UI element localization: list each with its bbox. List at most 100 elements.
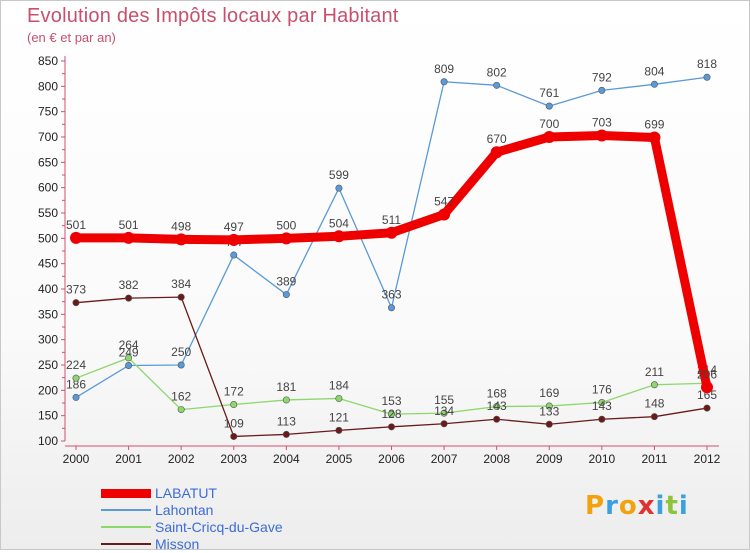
x-tick-label: 2008 [483, 452, 510, 466]
legend-swatch [101, 488, 151, 498]
data-point-labatut [543, 131, 556, 143]
data-label-labatut: 547 [434, 195, 454, 209]
data-point-labatut [70, 231, 82, 244]
data-label-lahontan: 599 [329, 168, 349, 182]
data-point-lahontan [493, 81, 501, 89]
y-tick-label: 300 [38, 333, 58, 347]
data-point-lahontan [335, 184, 343, 192]
data-point-misson [177, 293, 185, 301]
data-label-labatut: 500 [276, 218, 296, 232]
data-point-saint-cricq-du-gave [545, 402, 553, 410]
data-point-labatut [490, 146, 503, 159]
y-tick-label: 600 [38, 181, 58, 195]
y-tick-label: 850 [38, 54, 58, 68]
y-tick-label: 250 [38, 358, 58, 372]
data-label-labatut: 511 [382, 213, 401, 227]
data-label-labatut: 497 [224, 220, 244, 234]
data-label-labatut: 206 [697, 367, 717, 381]
data-label-labatut: 498 [171, 219, 191, 233]
data-point-misson [493, 415, 501, 423]
x-tick-label: 2003 [220, 452, 247, 466]
y-tick-label: 550 [38, 206, 58, 220]
x-tick-label: 2012 [694, 452, 721, 466]
data-point-labatut [122, 231, 135, 244]
data-label-misson: 148 [644, 397, 664, 411]
logo-letter: o [618, 491, 638, 521]
y-tick-label: 150 [38, 409, 58, 423]
x-tick-label: 2006 [378, 452, 405, 466]
data-point-misson [72, 299, 80, 307]
data-point-labatut [595, 129, 608, 142]
data-label-lahontan: 186 [66, 377, 86, 391]
data-point-saint-cricq-du-gave [387, 410, 395, 418]
logo-letter: i [655, 491, 666, 521]
x-tick-label: 2011 [642, 452, 668, 466]
data-point-lahontan [230, 251, 238, 259]
data-point-lahontan [703, 73, 711, 81]
data-point-saint-cricq-du-gave [598, 398, 606, 406]
legend-label: Lahontan [155, 502, 214, 518]
data-label-misson: 134 [434, 404, 454, 418]
y-tick-label: 100 [38, 434, 58, 448]
data-label-lahontan: 389 [276, 275, 296, 289]
y-tick-label: 450 [38, 257, 58, 271]
data-label-saint-cricq-du-gave: 172 [224, 385, 244, 399]
data-label-misson: 165 [697, 388, 717, 402]
proxiti-logo: Proxiti [585, 491, 689, 521]
data-label-misson: 384 [171, 277, 191, 291]
y-tick-label: 700 [38, 130, 58, 144]
data-point-misson [230, 432, 238, 440]
data-label-misson: 143 [487, 399, 507, 413]
y-tick-label: 350 [38, 307, 58, 321]
data-point-misson [598, 415, 606, 423]
data-point-misson [545, 420, 553, 428]
data-label-labatut: 504 [329, 216, 349, 230]
data-label-saint-cricq-du-gave: 176 [592, 382, 612, 396]
data-label-saint-cricq-du-gave: 169 [539, 386, 559, 400]
data-label-labatut: 501 [66, 218, 86, 232]
data-label-saint-cricq-du-gave: 168 [487, 387, 507, 401]
data-label-saint-cricq-du-gave: 181 [276, 380, 296, 394]
legend-label: LABATUT [155, 485, 217, 501]
data-point-misson [282, 430, 290, 438]
logo-letter: r [605, 491, 619, 521]
data-point-saint-cricq-du-gave [230, 401, 238, 409]
data-point-misson [125, 294, 133, 302]
data-label-saint-cricq-du-gave: 264 [119, 338, 139, 352]
logo-letter: i [678, 491, 689, 521]
data-point-lahontan [650, 80, 658, 88]
data-label-saint-cricq-du-gave: 153 [381, 394, 401, 408]
data-label-saint-cricq-du-gave: 155 [434, 393, 454, 407]
data-label-lahontan: 792 [592, 70, 612, 84]
legend-swatch [101, 526, 151, 528]
data-label-lahontan: 802 [487, 65, 507, 79]
data-label-misson: 382 [119, 278, 139, 292]
data-label-lahontan: 761 [539, 86, 559, 100]
data-point-labatut [280, 232, 293, 245]
y-tick-label: 200 [38, 383, 58, 397]
data-point-saint-cricq-du-gave [125, 354, 133, 362]
data-point-saint-cricq-du-gave [650, 381, 658, 389]
data-label-misson: 373 [66, 283, 86, 297]
data-point-saint-cricq-du-gave [440, 409, 448, 417]
chart-title: Evolution des Impôts locaux par Habitant [27, 5, 399, 27]
data-label-misson: 133 [539, 404, 559, 418]
logo-letter: x [637, 491, 656, 521]
data-point-labatut [701, 381, 713, 394]
data-label-lahontan: 249 [119, 346, 139, 360]
legend-swatch [101, 509, 151, 511]
data-point-labatut [227, 233, 240, 246]
y-tick-label: 800 [38, 79, 58, 93]
x-tick-label: 2005 [326, 452, 353, 466]
data-label-saint-cricq-du-gave: 211 [645, 365, 664, 379]
data-point-saint-cricq-du-gave [282, 396, 290, 404]
data-point-labatut [332, 230, 345, 243]
data-label-saint-cricq-du-gave: 184 [329, 378, 349, 392]
data-label-labatut: 670 [487, 132, 507, 146]
legend-swatch [101, 543, 151, 545]
x-tick-label: 2010 [588, 452, 615, 466]
data-point-lahontan [545, 102, 553, 110]
y-tick-label: 500 [38, 231, 58, 245]
data-label-misson: 128 [381, 407, 401, 421]
